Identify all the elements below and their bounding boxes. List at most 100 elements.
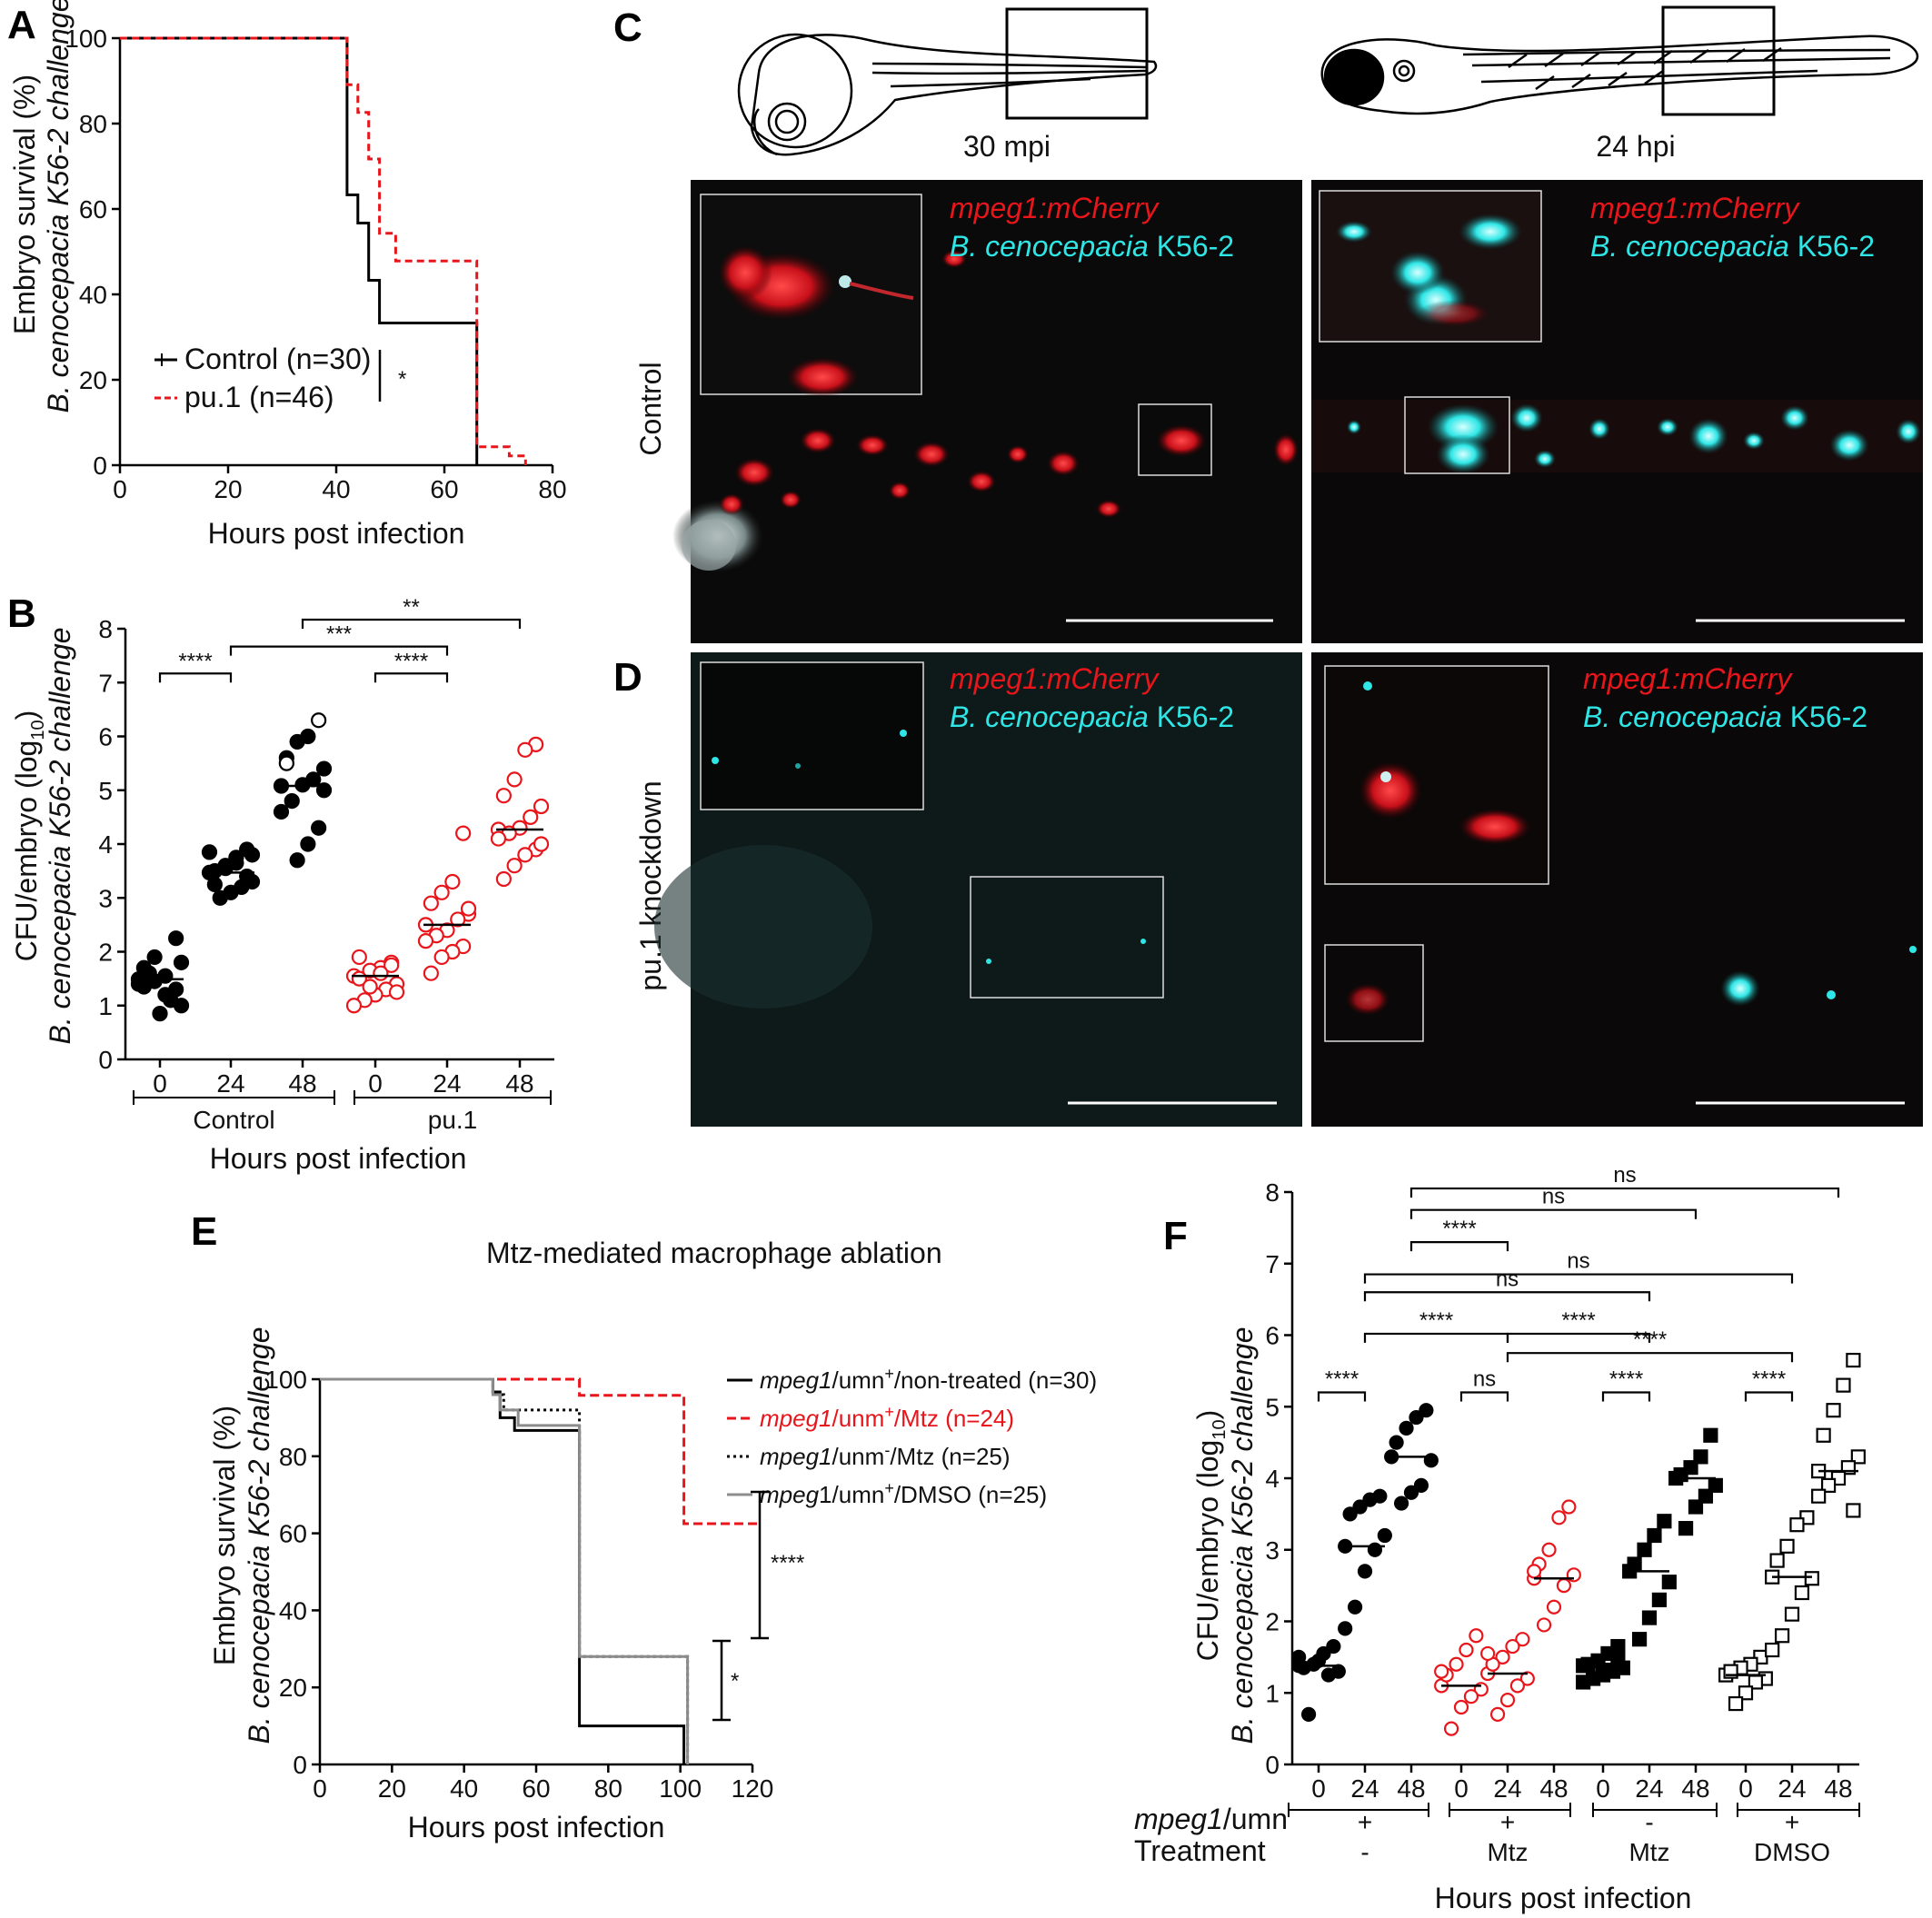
panel-f-point xyxy=(1641,1610,1658,1625)
panel-b-y-tick-label: 8 xyxy=(98,615,113,643)
panel-b-x-tick-label: 0 xyxy=(368,1069,383,1098)
panel-f-point xyxy=(1320,1667,1337,1683)
legend-sup: - xyxy=(884,1441,890,1459)
panel-f-sig-bracket xyxy=(1506,1332,1651,1343)
panel-e-legend-label-0: mpeg1/umn+/non-treated (n=30) xyxy=(760,1365,1097,1394)
panel-b-point xyxy=(523,809,539,825)
panel-f-point xyxy=(1779,1538,1795,1554)
panel-f-y-tick-label: 7 xyxy=(1265,1250,1280,1278)
panel-b-sig-bracket xyxy=(301,618,522,629)
marker-label-d4-rest: K56-2 xyxy=(1782,701,1867,733)
stage-label-30mpi: 30 mpi xyxy=(963,130,1051,163)
panel-f-point xyxy=(1541,1542,1557,1557)
panel-b-point xyxy=(455,825,472,841)
panel-f-point xyxy=(1789,1517,1805,1533)
panel-f-point xyxy=(1688,1499,1704,1515)
panel-f-sig-bracket xyxy=(1363,1273,1794,1284)
panel-b-point xyxy=(388,984,405,1000)
panel-b-point xyxy=(383,957,400,973)
panel-a-y-tick-label: 40 xyxy=(79,281,107,309)
panel-f-row2-value: Mtz xyxy=(1628,1838,1669,1866)
panel-b-ylabel-1: CFU/embryo (log10) xyxy=(10,711,48,962)
panel-f-x-tick-label: 0 xyxy=(1311,1774,1326,1803)
panel-e: E Mtz-mediated macrophage ablation 0 20 40… xyxy=(191,1209,1097,1843)
panel-e-y-tick-label: 100 xyxy=(264,1366,307,1394)
panel-f-point xyxy=(1300,1706,1317,1722)
panel-b-ylabel-close: ) xyxy=(10,711,43,720)
panel-a-y-tick-label: 60 xyxy=(79,195,107,224)
marker-label-c2-rest: K56-2 xyxy=(1149,230,1234,263)
panel-f-point xyxy=(1811,1488,1827,1504)
panel-b-point xyxy=(450,911,466,928)
panel-e-x-tick-label: 80 xyxy=(594,1774,622,1803)
marker-label-c2: B. cenocepacia K56-2 xyxy=(950,230,1234,263)
panel-f-ylabel-1: CFU/embryo (log10) xyxy=(1191,1410,1230,1662)
panel-f-point xyxy=(1449,1656,1464,1672)
panel-b-group-label: Control xyxy=(193,1106,274,1134)
panel-b-point xyxy=(141,965,157,981)
panel-f-sig-label: ns xyxy=(1473,1367,1496,1392)
row-label-control: Control xyxy=(634,362,667,455)
marker-label-d2: B. cenocepacia K56-2 xyxy=(950,701,1234,733)
panel-e-x-tick-label: 0 xyxy=(313,1774,327,1803)
panel-b-y-tick-label: 5 xyxy=(98,777,113,805)
panel-b-point xyxy=(244,847,261,863)
panel-b-point xyxy=(533,836,550,852)
inset-control-30mpi xyxy=(700,194,922,397)
panel-b-point xyxy=(423,965,439,981)
panel-f-row2-label: Treatment xyxy=(1134,1834,1266,1867)
panel-b-ylabel-sub: 10 xyxy=(28,720,48,740)
panel-f-point xyxy=(1509,1678,1526,1694)
panel-f-row1-label-rest: /umn xyxy=(1223,1803,1288,1835)
panel-f-point xyxy=(1463,1689,1479,1704)
panel-f-point xyxy=(1820,1477,1837,1493)
panel-f-point xyxy=(1826,1403,1841,1418)
panel-f-point xyxy=(1561,1499,1577,1515)
panel-f-point xyxy=(1703,1427,1718,1443)
panel-b-point xyxy=(315,760,333,777)
panel-f-point xyxy=(1657,1514,1672,1529)
embryo-24hpi-drawing xyxy=(1320,5,1919,116)
legend-italic: mpeg1 xyxy=(760,1443,832,1470)
panel-b-sig-label: **** xyxy=(394,649,428,673)
panel-b-point xyxy=(362,979,378,995)
inset-pu1-24hpi xyxy=(1324,665,1549,885)
panel-e-ylabel-2: B. cenocepacia K56-2 challenge xyxy=(243,1327,275,1744)
panel-f-row2-value: - xyxy=(1360,1838,1369,1866)
panel-b-y-tick-label: 1 xyxy=(98,992,113,1020)
legend-italic: mpeg1 xyxy=(760,1366,832,1394)
panel-f-sig-bracket xyxy=(1409,1208,1698,1219)
panel-f-point xyxy=(1556,1578,1572,1594)
panel-b-sig-bracket xyxy=(158,672,233,683)
panel-f-sig-bracket xyxy=(1363,1332,1509,1343)
panel-b-point xyxy=(373,965,389,981)
panel-f-points xyxy=(1291,1352,1866,1736)
legend-control-label: Control (n=30) xyxy=(184,343,371,375)
panel-b-point xyxy=(135,979,152,995)
panel-f-point xyxy=(1499,1693,1516,1708)
marker-label-c3: mpeg1:mCherry xyxy=(1590,192,1800,224)
panel-e-legend-label-1: mpeg1/unm+/Mtz (n=24) xyxy=(760,1403,1014,1432)
panel-f-sig-label: ns xyxy=(1496,1267,1519,1291)
panel-b-point xyxy=(495,870,512,888)
panel-b-y-tick-label: 4 xyxy=(98,830,113,859)
panel-b-point xyxy=(206,876,223,893)
panel-f-point xyxy=(1352,1499,1368,1515)
stage-label-24hpi: 24 hpi xyxy=(1596,130,1675,163)
panel-a-y-tick-label: 0 xyxy=(93,452,107,480)
panel-f-x-tick-label: 48 xyxy=(1824,1774,1852,1803)
panel-b-xlabel: Hours post infection xyxy=(210,1142,467,1175)
legend-rest: /unm xyxy=(832,1405,885,1432)
panel-f-y-tick-label: 1 xyxy=(1265,1679,1280,1707)
marker-label-c2-italic: B. cenocepacia xyxy=(950,230,1149,263)
panel-b-point xyxy=(433,884,450,900)
panel-b-point xyxy=(201,844,218,860)
legend-tail: /Mtz (n=24) xyxy=(894,1405,1014,1432)
panel-f-point xyxy=(1627,1556,1642,1572)
panel-f-point xyxy=(1576,1675,1591,1690)
panel-b-significance: ************* xyxy=(158,595,522,683)
micrograph-control-24hpi: mpeg1:mCherry B. cenocepacia K56-2 xyxy=(1311,180,1923,643)
marker-label-d1: mpeg1:mCherry xyxy=(950,662,1160,695)
